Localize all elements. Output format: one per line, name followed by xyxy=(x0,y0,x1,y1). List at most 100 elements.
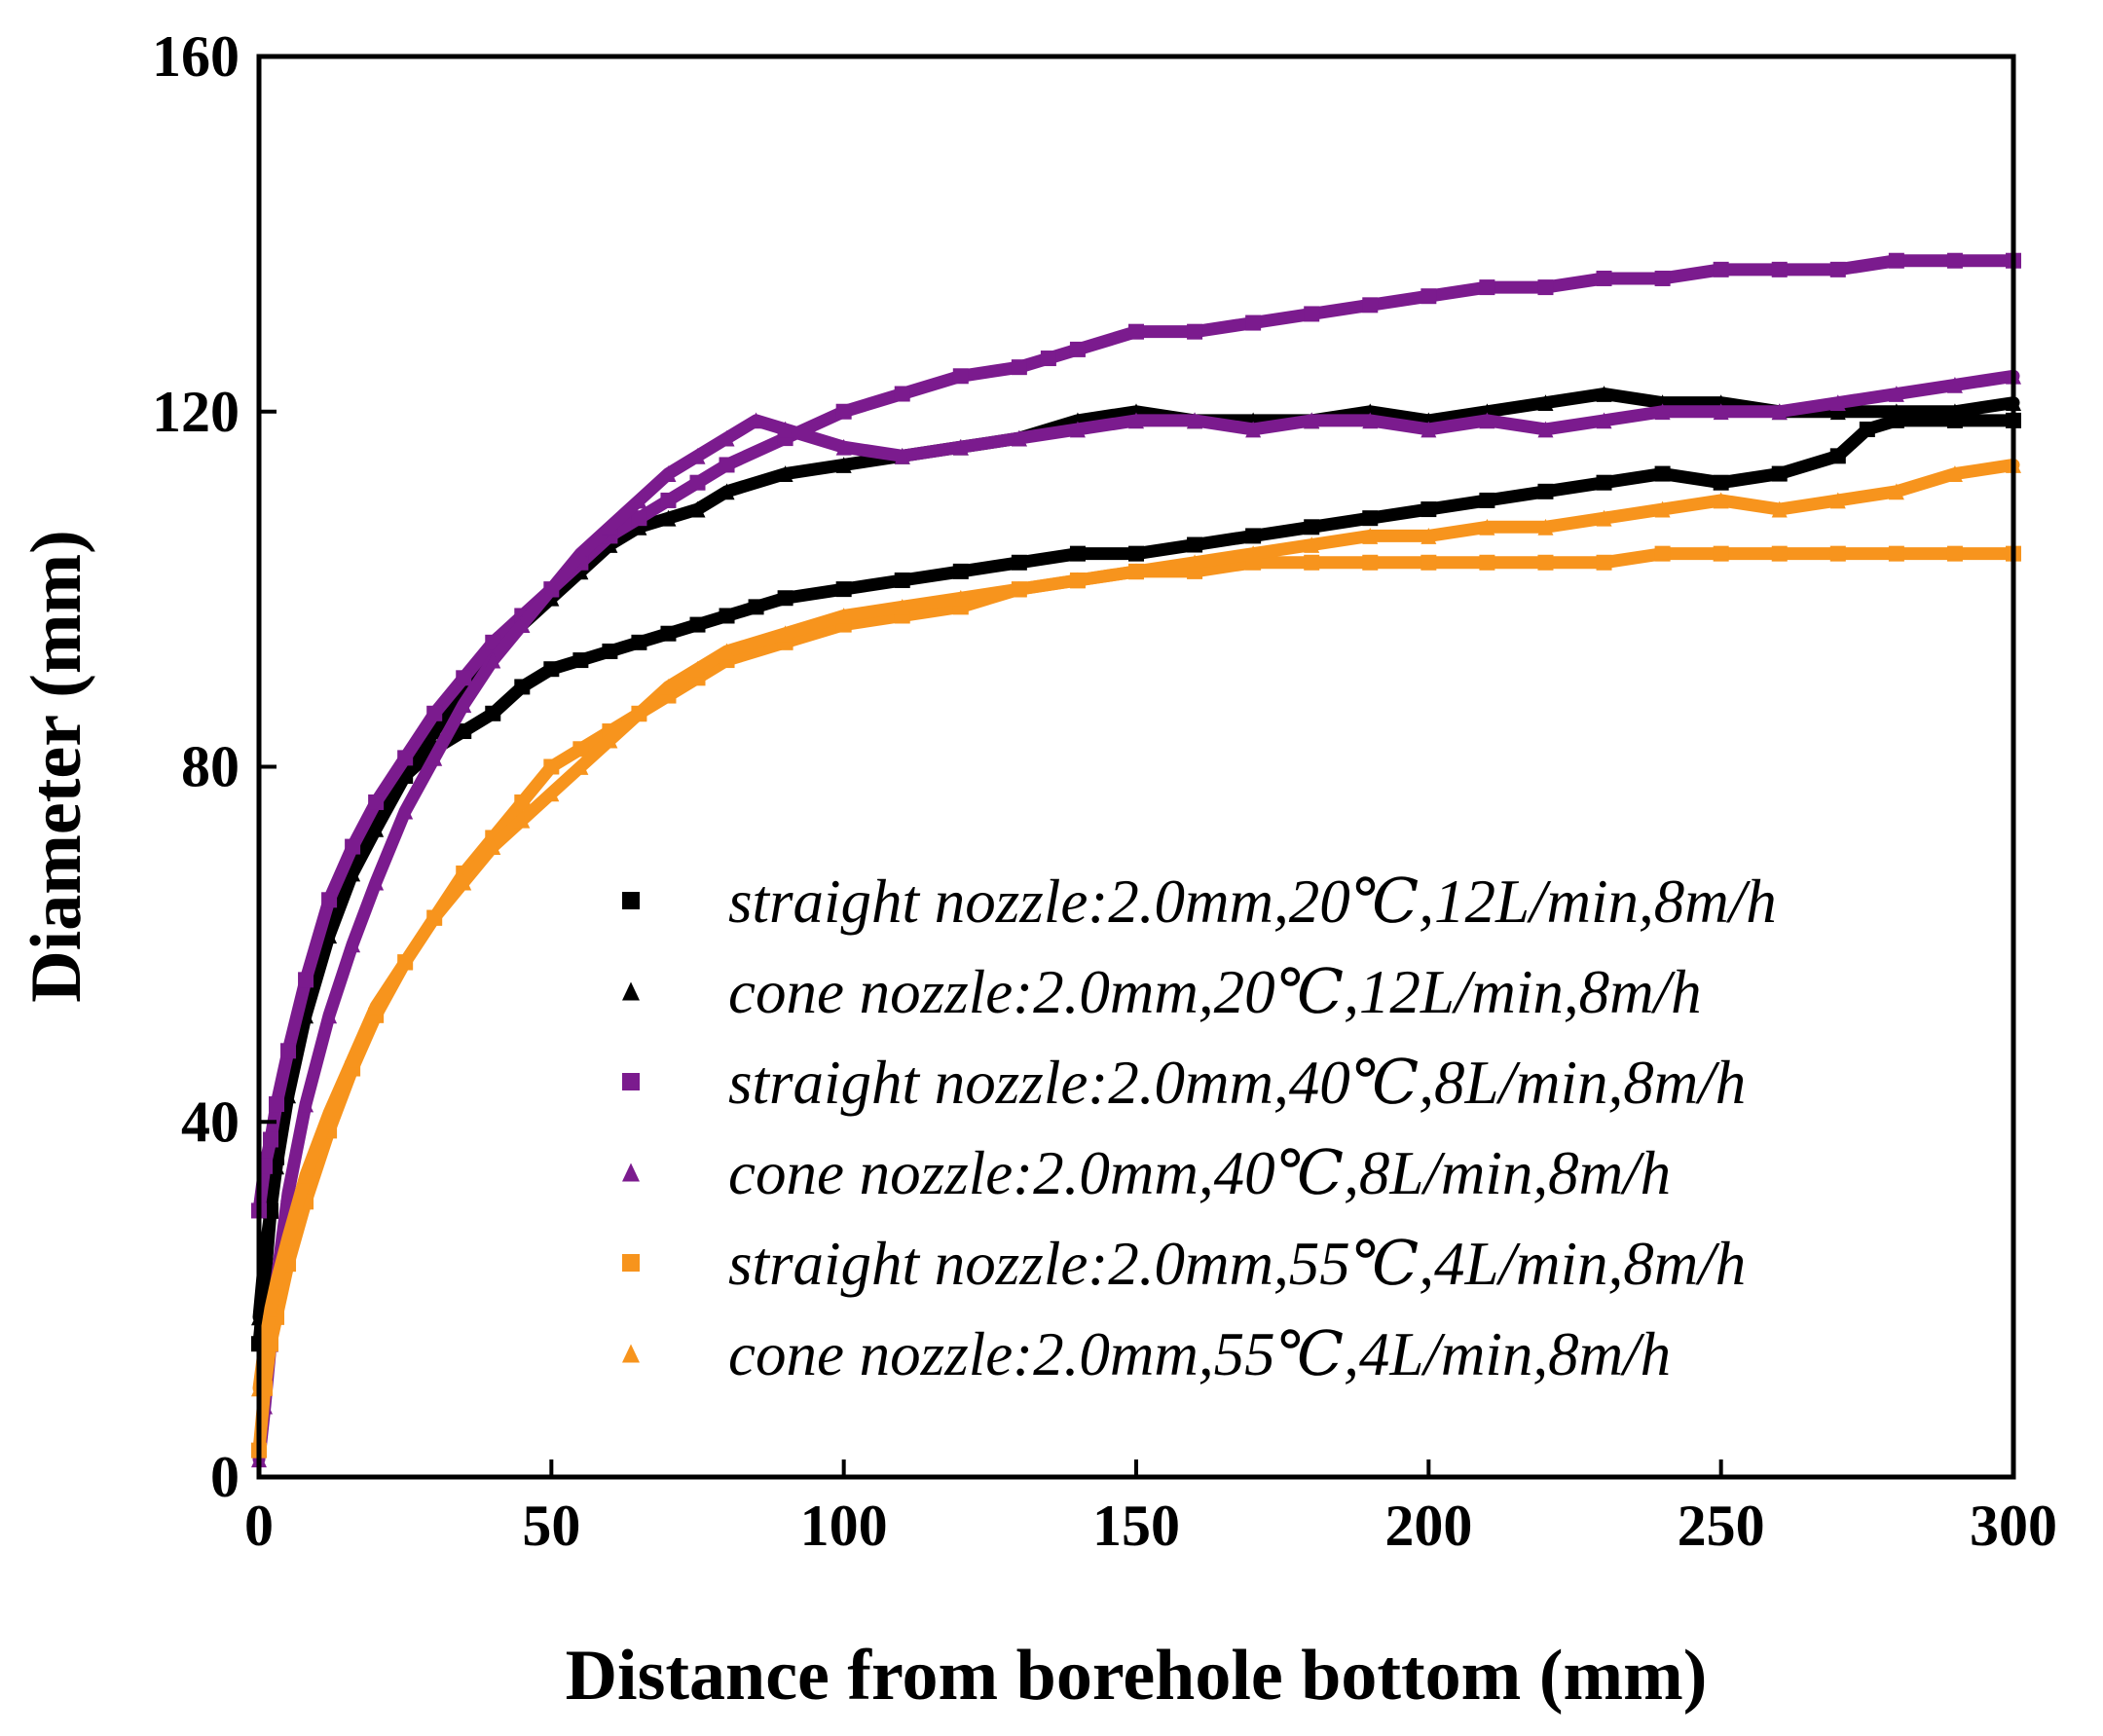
legend-item: cone nozzle:2.0mm,20℃,12L/min,8m/h xyxy=(622,958,1702,1026)
legend-marker xyxy=(622,1163,640,1182)
data-point xyxy=(1128,323,1144,340)
data-point xyxy=(269,1096,285,1113)
data-point xyxy=(1187,412,1203,429)
data-point xyxy=(1829,394,1846,412)
legend-label: cone nozzle:2.0mm,55℃,4L/min,8m/h xyxy=(728,1320,1671,1388)
data-point xyxy=(660,679,677,695)
data-point xyxy=(1304,412,1320,429)
data-point xyxy=(1829,261,1846,277)
data-point xyxy=(952,563,969,579)
data-point xyxy=(631,634,647,650)
data-point xyxy=(572,652,589,669)
data-point xyxy=(602,536,618,553)
data-point xyxy=(689,616,706,633)
data-point xyxy=(1304,554,1320,571)
data-point xyxy=(397,767,414,785)
data-point xyxy=(1596,412,1612,429)
series-line xyxy=(252,369,2020,1466)
data-point xyxy=(280,1184,297,1201)
data-point xyxy=(1946,252,1963,269)
data-point xyxy=(894,598,910,615)
data-point xyxy=(1245,421,1262,438)
data-point xyxy=(1771,261,1788,277)
data-point xyxy=(1654,545,1671,562)
data-point xyxy=(368,998,385,1016)
data-point xyxy=(631,492,647,509)
data-point xyxy=(321,1007,338,1024)
data-point xyxy=(1596,270,1612,286)
data-point xyxy=(1011,359,1027,376)
data-point xyxy=(1829,448,1846,464)
data-point xyxy=(1829,403,1846,421)
data-point xyxy=(631,518,647,536)
data-point xyxy=(426,722,443,740)
data-point xyxy=(280,1087,297,1104)
data-point xyxy=(1713,545,1729,562)
data-point xyxy=(1537,518,1554,536)
data-point xyxy=(1187,536,1203,553)
legend-label: straight nozzle:2.0mm,55℃,4L/min,8m/h xyxy=(728,1230,1746,1298)
data-point xyxy=(1829,492,1846,509)
data-point xyxy=(1011,580,1027,598)
data-point xyxy=(1479,554,1495,571)
data-point xyxy=(572,545,589,563)
data-point xyxy=(1362,412,1379,429)
data-point xyxy=(1245,545,1262,563)
data-point xyxy=(1245,314,1262,331)
data-point xyxy=(397,802,414,820)
data-point xyxy=(1654,270,1671,286)
legend-item: straight nozzle:2.0mm,55℃,4L/min,8m/h xyxy=(622,1230,1746,1298)
data-point xyxy=(263,1131,279,1148)
data-point xyxy=(1596,474,1612,491)
data-point xyxy=(1537,394,1554,412)
data-point xyxy=(1479,279,1495,296)
data-point xyxy=(1011,554,1027,571)
data-point xyxy=(1420,421,1437,438)
legend-marker xyxy=(622,1344,640,1363)
data-point xyxy=(368,873,385,891)
data-point xyxy=(1304,306,1320,322)
data-point xyxy=(602,643,618,659)
data-point xyxy=(1596,554,1612,571)
data-point xyxy=(1362,528,1379,544)
data-point xyxy=(835,608,852,624)
data-point xyxy=(689,660,706,678)
data-point xyxy=(543,785,560,802)
data-point xyxy=(748,412,764,429)
data-point xyxy=(1128,412,1144,429)
data-point xyxy=(321,892,338,908)
y-tick-label: 40 xyxy=(181,1090,240,1154)
data-point xyxy=(1420,528,1437,544)
data-point xyxy=(1479,518,1495,536)
data-point xyxy=(514,794,531,810)
y-tick-label: 160 xyxy=(152,24,240,89)
data-point xyxy=(426,909,443,926)
data-point xyxy=(894,447,910,464)
data-point xyxy=(485,651,501,669)
data-point xyxy=(631,705,647,722)
data-point xyxy=(835,581,852,598)
data-point xyxy=(514,616,531,633)
data-point xyxy=(1771,500,1788,518)
legend-marker xyxy=(622,892,640,909)
data-point xyxy=(719,483,735,500)
data-point xyxy=(1654,500,1671,518)
legend-item: cone nozzle:2.0mm,40℃,8L/min,8m/h xyxy=(622,1139,1671,1207)
data-point xyxy=(1069,341,1086,357)
data-point xyxy=(298,1095,314,1113)
x-tick-label: 200 xyxy=(1384,1494,1472,1558)
data-point xyxy=(1069,572,1086,589)
data-point xyxy=(1069,421,1086,438)
legend-label: straight nozzle:2.0mm,40℃,8L/min,8m/h xyxy=(728,1049,1746,1117)
data-point xyxy=(1479,492,1495,508)
data-point xyxy=(543,580,560,598)
data-point xyxy=(1713,403,1729,421)
data-point xyxy=(835,457,852,473)
x-tick-label: 150 xyxy=(1092,1494,1180,1558)
data-point xyxy=(1420,501,1437,518)
data-point xyxy=(280,1043,297,1059)
data-point xyxy=(543,758,560,775)
data-point xyxy=(660,625,677,642)
data-point xyxy=(1304,519,1320,536)
